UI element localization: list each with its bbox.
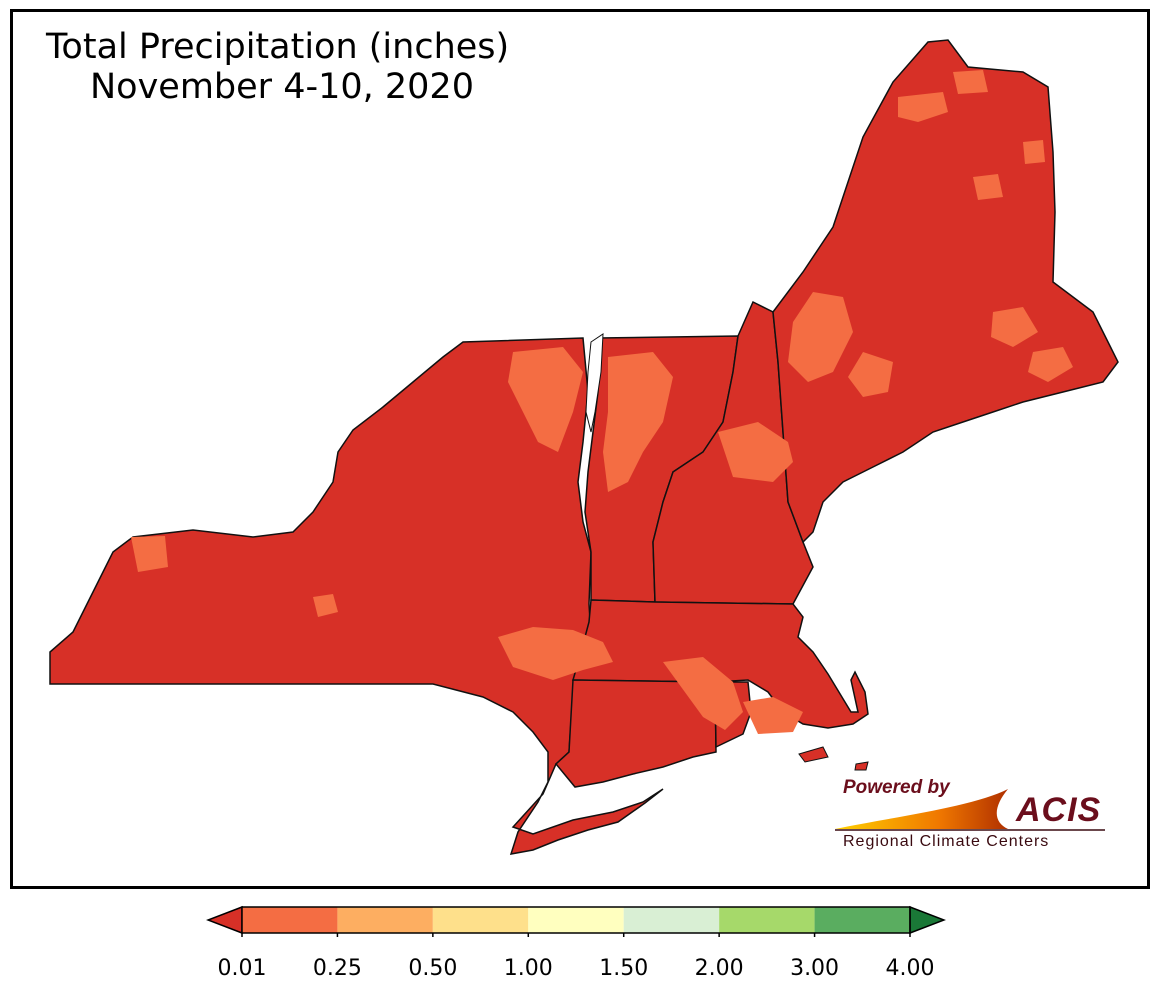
colorbar-bin [337,907,433,933]
island-marthas-vineyard [798,746,829,763]
acis-brand-text: ACIS [1016,791,1102,829]
precipitation-map [49,39,1119,855]
precipitation-colorbar [206,905,946,937]
colorbar-outline [241,906,911,934]
colorbar-under-arrow [206,905,243,935]
colorbar-tick-label: 0.25 [312,956,362,981]
state-maine [772,39,1119,544]
island-nantucket [854,761,869,771]
colorbar-tick-label: 2.00 [694,956,744,981]
colorbar-tick-label: 1.00 [503,956,553,981]
acis-logo: Powered by ACIS Regional Climate Centers [833,777,1113,867]
colorbar-bin [623,907,720,933]
colorbar-bin [528,907,624,933]
colorbar-tick-label: 3.00 [790,956,840,981]
colorbar-tick-label: 0.50 [408,956,458,981]
colorbar-bin [242,907,338,933]
light-precip-patches [131,70,1073,734]
colorbar-tick-label: 4.00 [885,956,935,981]
map-title: Total Precipitation (inches) [46,27,510,67]
lake-champlain [585,333,604,433]
map-date-range: November 4-10, 2020 [90,67,474,107]
powered-by-text: Powered by [843,777,950,798]
colorbar-bin [814,907,910,933]
colorbar-tick-label: 0.01 [217,956,267,981]
regional-climate-centers-text: Regional Climate Centers [843,833,1050,850]
colorbar-tick-label: 1.50 [599,956,649,981]
acis-swoosh-icon [835,789,1105,831]
map-panel: Total Precipitation (inches) November 4-… [10,9,1150,889]
colorbar-bin [432,907,529,933]
colorbar-over-arrow [909,905,946,935]
colorbar-bin [719,907,815,933]
